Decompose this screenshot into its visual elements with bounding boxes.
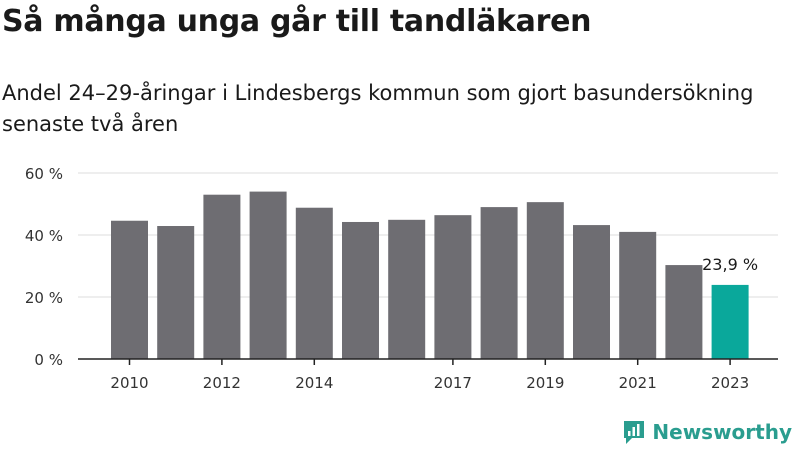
bar-2015 bbox=[342, 221, 379, 359]
brand-name: Newsworthy bbox=[652, 420, 792, 444]
x-tick-label: 2023 bbox=[711, 374, 749, 392]
y-tick-label: 60 % bbox=[25, 165, 63, 183]
y-tick-label: 0 % bbox=[34, 351, 63, 369]
x-tick-label: 2010 bbox=[110, 374, 148, 392]
bar-2016 bbox=[388, 219, 426, 359]
chart-title: Så många unga går till tandläkaren bbox=[2, 4, 592, 39]
y-axis-ticks: 0 % 20 % 40 % 60 % bbox=[25, 165, 63, 369]
bar-2014 bbox=[295, 207, 333, 359]
bar-2012 bbox=[203, 194, 241, 359]
bar-chart: 0 % 20 % 40 % 60 % 2010 2012 2014 2017 2019 2021… bbox=[25, 165, 778, 392]
x-tick-label: 2012 bbox=[203, 374, 241, 392]
bar-2020 bbox=[573, 225, 610, 359]
y-tick-label: 20 % bbox=[25, 289, 63, 307]
bar-2018 bbox=[480, 207, 518, 359]
x-tick-label: 2017 bbox=[434, 374, 472, 392]
bar-2022 bbox=[665, 265, 703, 359]
bar-2010 bbox=[111, 220, 148, 359]
x-tick-label: 2019 bbox=[526, 374, 564, 392]
newsworthy-logo-icon bbox=[624, 421, 645, 444]
bar-2023 bbox=[711, 284, 749, 359]
bars bbox=[111, 191, 749, 359]
x-axis-ticks: 2010 2012 2014 2017 2019 2021 2023 bbox=[110, 359, 749, 392]
chart-subtitle: Andel 24–29-åringar i Lindesbergs kommun… bbox=[2, 81, 754, 136]
x-tick-label: 2014 bbox=[295, 374, 333, 392]
brand-logo: Newsworthy bbox=[622, 419, 792, 445]
bar-2017 bbox=[434, 215, 472, 359]
bar-2011 bbox=[157, 226, 195, 359]
bar-2013 bbox=[249, 191, 287, 359]
bar-2019 bbox=[526, 202, 564, 359]
x-tick-label: 2021 bbox=[619, 374, 657, 392]
bar-2021 bbox=[619, 231, 657, 359]
y-tick-label: 40 % bbox=[25, 227, 63, 245]
gridlines bbox=[78, 172, 778, 298]
highlight-annotation: 23,9 % bbox=[702, 255, 758, 274]
